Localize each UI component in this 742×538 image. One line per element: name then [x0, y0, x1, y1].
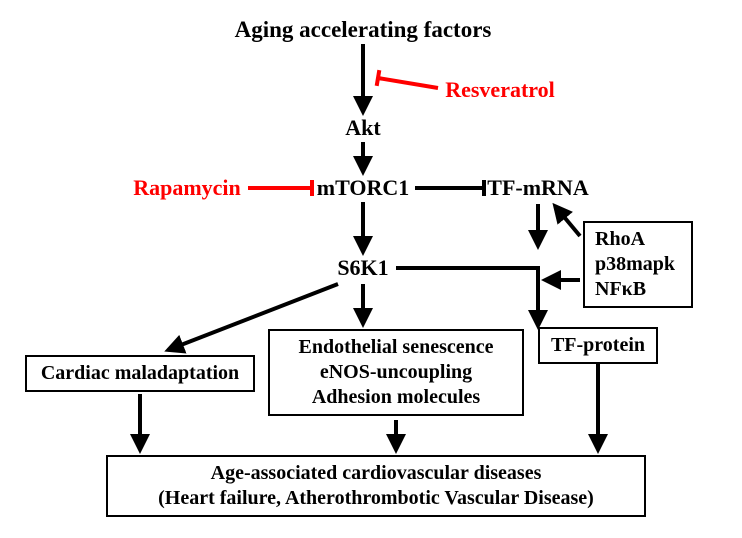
- node-endothelial: Endothelial senescence eNOS-uncoupling A…: [268, 329, 524, 416]
- node-tfprotein: TF-protein: [538, 327, 658, 364]
- node-resveratrol: Resveratrol: [445, 77, 555, 103]
- regulators-line-2: NFκB: [595, 277, 681, 302]
- node-tfmrna: TF-mRNA: [487, 175, 588, 201]
- outcome-line-1: (Heart failure, Atherothrombotic Vascula…: [118, 486, 634, 511]
- endothelial-line-1: eNOS-uncoupling: [280, 360, 512, 385]
- outcome-line-0: Age-associated cardiovascular diseases: [118, 461, 634, 486]
- endothelial-line-0: Endothelial senescence: [280, 335, 512, 360]
- regulators-line-0: RhoA: [595, 227, 681, 252]
- node-akt: Akt: [345, 115, 380, 141]
- tfprotein-line-0: TF-protein: [550, 333, 646, 358]
- diagram-stage: Aging accelerating factors Resveratrol A…: [0, 0, 742, 538]
- node-s6k1: S6K1: [337, 255, 388, 281]
- endothelial-line-2: Adhesion molecules: [280, 385, 512, 410]
- cardiac-line-0: Cardiac maladaptation: [37, 361, 243, 386]
- node-title: Aging accelerating factors: [235, 17, 492, 43]
- node-cardiac: Cardiac maladaptation: [25, 355, 255, 392]
- node-regulators: RhoA p38mapk NFκB: [583, 221, 693, 308]
- node-outcome: Age-associated cardiovascular diseases (…: [106, 455, 646, 517]
- regulators-line-1: p38mapk: [595, 252, 681, 277]
- node-rapamycin: Rapamycin: [133, 175, 241, 201]
- node-mtorc1: mTORC1: [317, 175, 410, 201]
